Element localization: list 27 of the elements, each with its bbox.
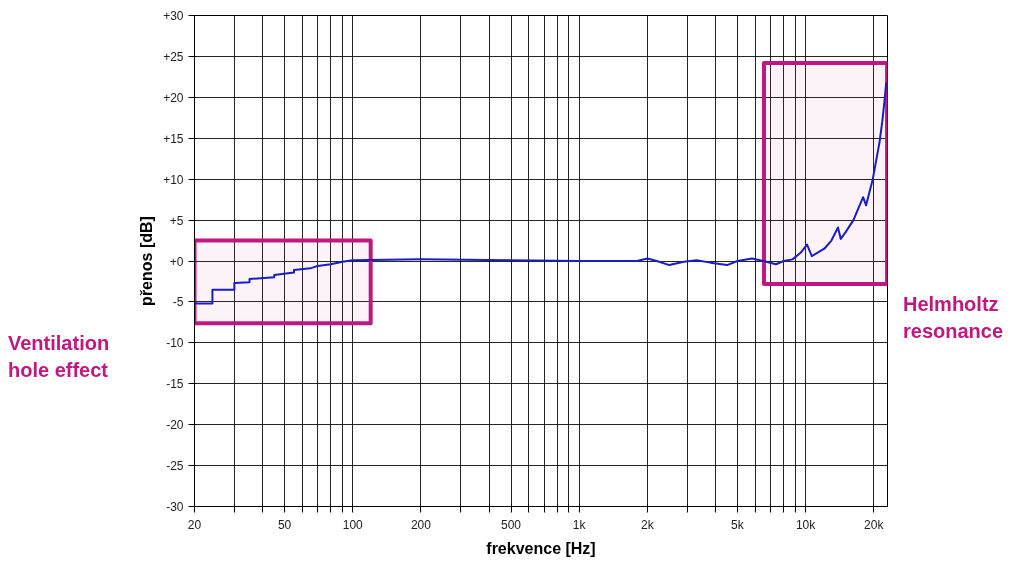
- x-tick-label: 100: [342, 517, 364, 532]
- y-tick-label: +10: [163, 172, 184, 187]
- x-tick-label: 500: [501, 517, 522, 532]
- x-tick-label: 20: [187, 517, 202, 532]
- y-tick-label: -25: [166, 459, 184, 474]
- x-tick-label: 2k: [641, 517, 655, 532]
- x-tick-label: 1k: [572, 517, 587, 532]
- x-tick-label: 5k: [731, 517, 745, 532]
- y-tick-label: +15: [163, 131, 184, 146]
- y-tick-label: -15: [166, 377, 184, 392]
- x-tick-label: 200: [410, 517, 432, 532]
- y-axis-title: přenos [dB]: [138, 216, 156, 306]
- x-tick-label: 50: [277, 517, 292, 532]
- y-tick-label: -10: [166, 336, 184, 351]
- y-tick-label: +20: [163, 90, 184, 105]
- y-tick-label: +0: [169, 254, 184, 269]
- band-label: Ventilation hole effect: [8, 331, 110, 383]
- y-tick-label: -20: [166, 418, 184, 433]
- y-tick-label: +30: [163, 9, 184, 23]
- y-tick-label: +25: [163, 49, 184, 64]
- x-tick-label: 10k: [795, 517, 817, 532]
- band-label: Helmholtz resonance: [903, 292, 1004, 344]
- y-tick-label: +5: [169, 213, 184, 228]
- y-tick-label: -5: [172, 295, 184, 310]
- x-tick-label: 20k: [864, 517, 885, 532]
- y-tick-label: -30: [166, 500, 184, 514]
- x-axis-title: frekvence [Hz]: [486, 539, 596, 557]
